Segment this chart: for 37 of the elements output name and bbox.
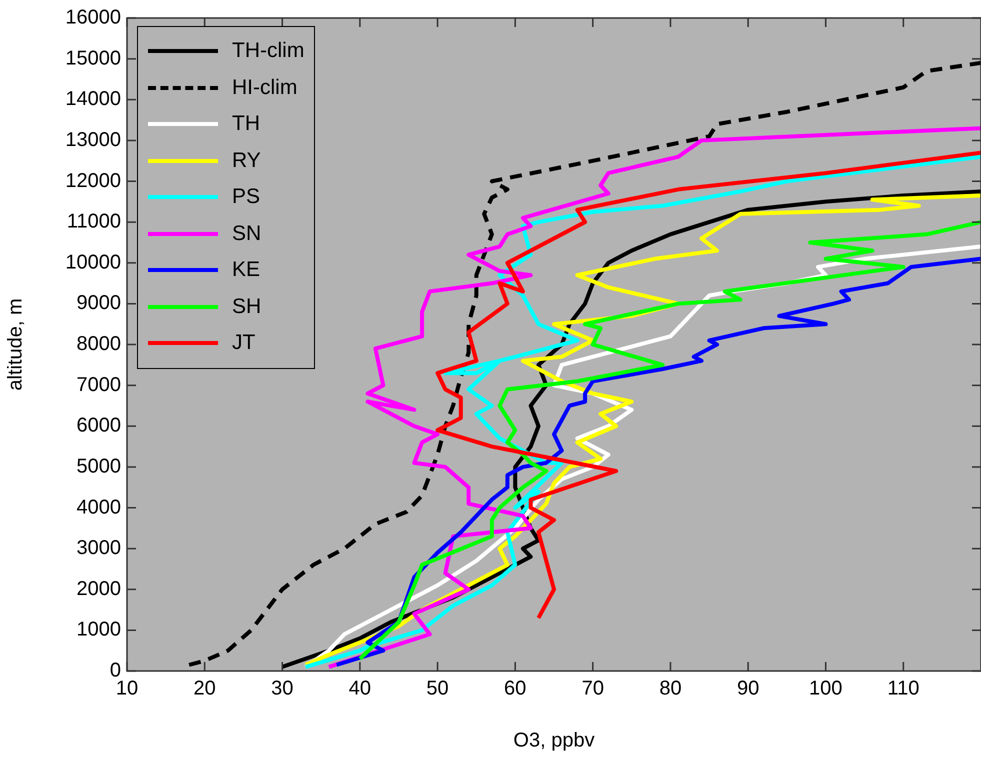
x-tick-label: 110 <box>887 678 920 700</box>
x-tick-label: 20 <box>194 678 216 700</box>
x-tick-label: 70 <box>582 678 604 700</box>
x-tick-label: 60 <box>504 678 526 700</box>
x-tick-label: 80 <box>659 678 682 700</box>
y-tick-label: 11000 <box>66 210 121 233</box>
y-tick-label: 15000 <box>65 47 121 70</box>
y-tick-label: 12000 <box>65 170 121 192</box>
x-tick-label: 90 <box>736 678 760 700</box>
y-axis-title: altitude, m <box>4 298 27 391</box>
legend-label: JT <box>232 331 256 356</box>
x-axis-title: O3, ppbv <box>513 730 595 752</box>
y-tick-label: 6000 <box>76 414 121 437</box>
y-tick-label: 16000 <box>65 6 121 29</box>
x-tick-label: 50 <box>426 678 449 700</box>
legend-label: TH-clim <box>232 39 304 64</box>
legend-label: PS <box>232 185 260 210</box>
x-tick-label: 40 <box>348 678 372 700</box>
y-tick-label: 5000 <box>76 455 121 478</box>
y-tick-label: 3000 <box>76 537 121 560</box>
y-tick-label: 4000 <box>76 496 121 518</box>
y-tick-label: 14000 <box>65 88 121 110</box>
y-tick-label: 2000 <box>76 578 121 600</box>
x-tick-label: 30 <box>271 678 294 700</box>
legend-label: KE <box>232 258 260 282</box>
legend-label: HI-clim <box>232 76 298 100</box>
legend-label: RY <box>232 148 261 173</box>
legend-label: SN <box>232 222 262 246</box>
x-tick-label: 100 <box>809 678 842 700</box>
y-tick-label: 9000 <box>76 292 121 314</box>
legend-label: SH <box>232 294 262 319</box>
y-tick-label: 1000 <box>76 618 121 641</box>
y-tick-label: 10000 <box>65 251 121 274</box>
legend-label: TH <box>232 112 260 136</box>
y-tick-label: 13000 <box>65 128 121 151</box>
y-tick-label: 7000 <box>76 374 121 396</box>
y-tick-label: 8000 <box>76 333 121 356</box>
